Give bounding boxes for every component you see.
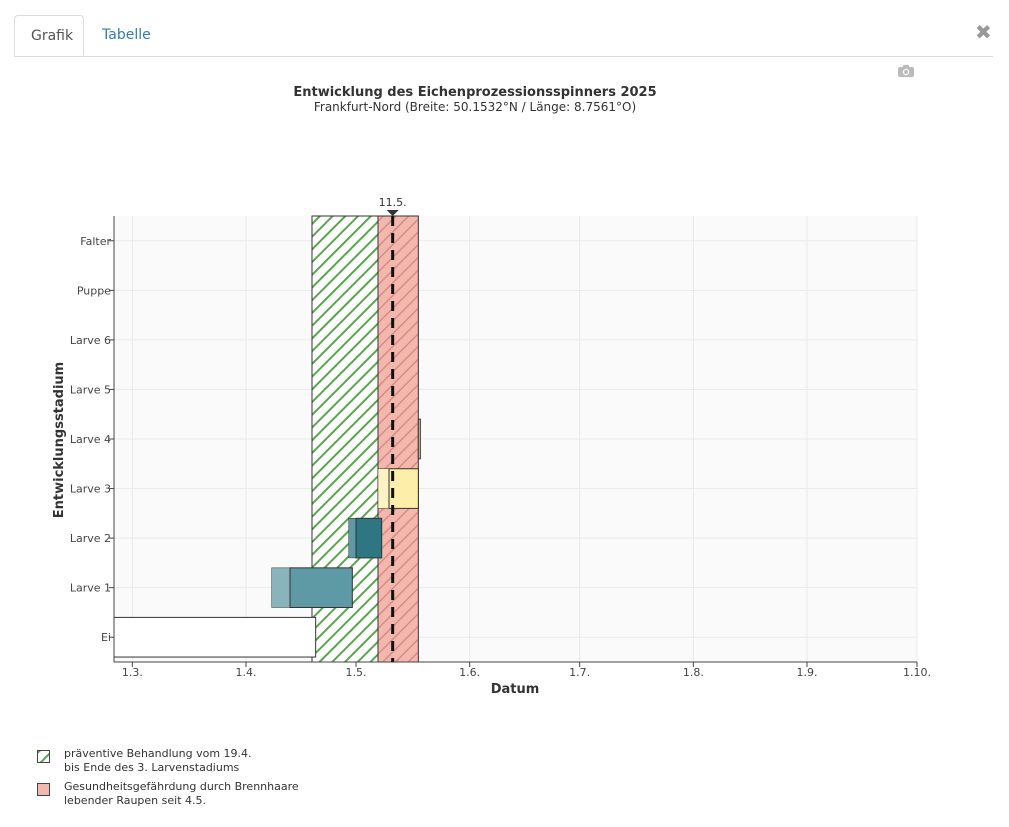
y-tick-label: Puppe	[77, 284, 111, 297]
y-tick-label: Larve 5	[70, 383, 111, 396]
x-tick-label: 1.7.	[569, 666, 590, 679]
legend-text-line: Gesundheitsgefährdung durch Brennhaare	[64, 780, 299, 793]
y-tick-label: Ei	[101, 631, 111, 644]
tab-bar: Grafik Tabelle	[14, 15, 993, 57]
x-tick-label: 1.4.	[236, 666, 257, 679]
bar-larve-1-early	[271, 567, 291, 608]
x-axis-label: Datum	[491, 682, 540, 697]
bar-larve-2	[355, 517, 383, 559]
legend-text-line: bis Ende des 3. Larvenstadiums	[64, 761, 240, 774]
legend-text-line: präventive Behandlung vom 19.4.	[64, 747, 252, 760]
y-tick-label: Larve 3	[70, 483, 111, 496]
legend-text-line: lebender Raupen seit 4.5.	[64, 794, 207, 807]
x-tick-label: 1.3.	[122, 666, 143, 679]
close-icon[interactable]: ✖	[975, 20, 992, 44]
y-tick-label: Larve 1	[70, 582, 111, 595]
y-tick-label: Larve 2	[70, 532, 111, 545]
bar-larve-2-early	[348, 518, 357, 559]
bar-ei	[113, 616, 317, 658]
legend-swatch-red	[37, 783, 50, 796]
x-tick-label: 1.8.	[683, 666, 704, 679]
bar-larve-4	[417, 418, 421, 460]
y-tick-label: Falter	[80, 235, 111, 248]
period-health-risk	[377, 215, 419, 663]
bar-larve-3-early	[377, 468, 390, 509]
chart-title: Entwicklung des Eichenprozessionsspinner…	[293, 85, 656, 100]
camera-icon[interactable]	[897, 64, 915, 78]
y-axis-label: Entwicklungsstadium	[52, 362, 67, 518]
x-tick-label: 1.6.	[459, 666, 480, 679]
x-tick-label: 1.10.	[903, 666, 931, 679]
tab-tabelle[interactable]: Tabelle	[102, 27, 151, 43]
bar-larve-1	[289, 567, 353, 608]
legend-swatch-green	[37, 750, 50, 763]
x-tick-label: 1.5.	[346, 666, 367, 679]
chart-subtitle: Frankfurt-Nord (Breite: 50.1532°N / Läng…	[314, 100, 636, 114]
tab-grafik[interactable]: Grafik	[14, 15, 84, 56]
today-marker-label: 11.5.	[379, 196, 407, 209]
y-tick-label: Larve 4	[70, 433, 111, 446]
y-tick-label: Larve 6	[70, 334, 111, 347]
x-tick-label: 1.9.	[797, 666, 818, 679]
today-marker-arrow	[386, 210, 399, 216]
